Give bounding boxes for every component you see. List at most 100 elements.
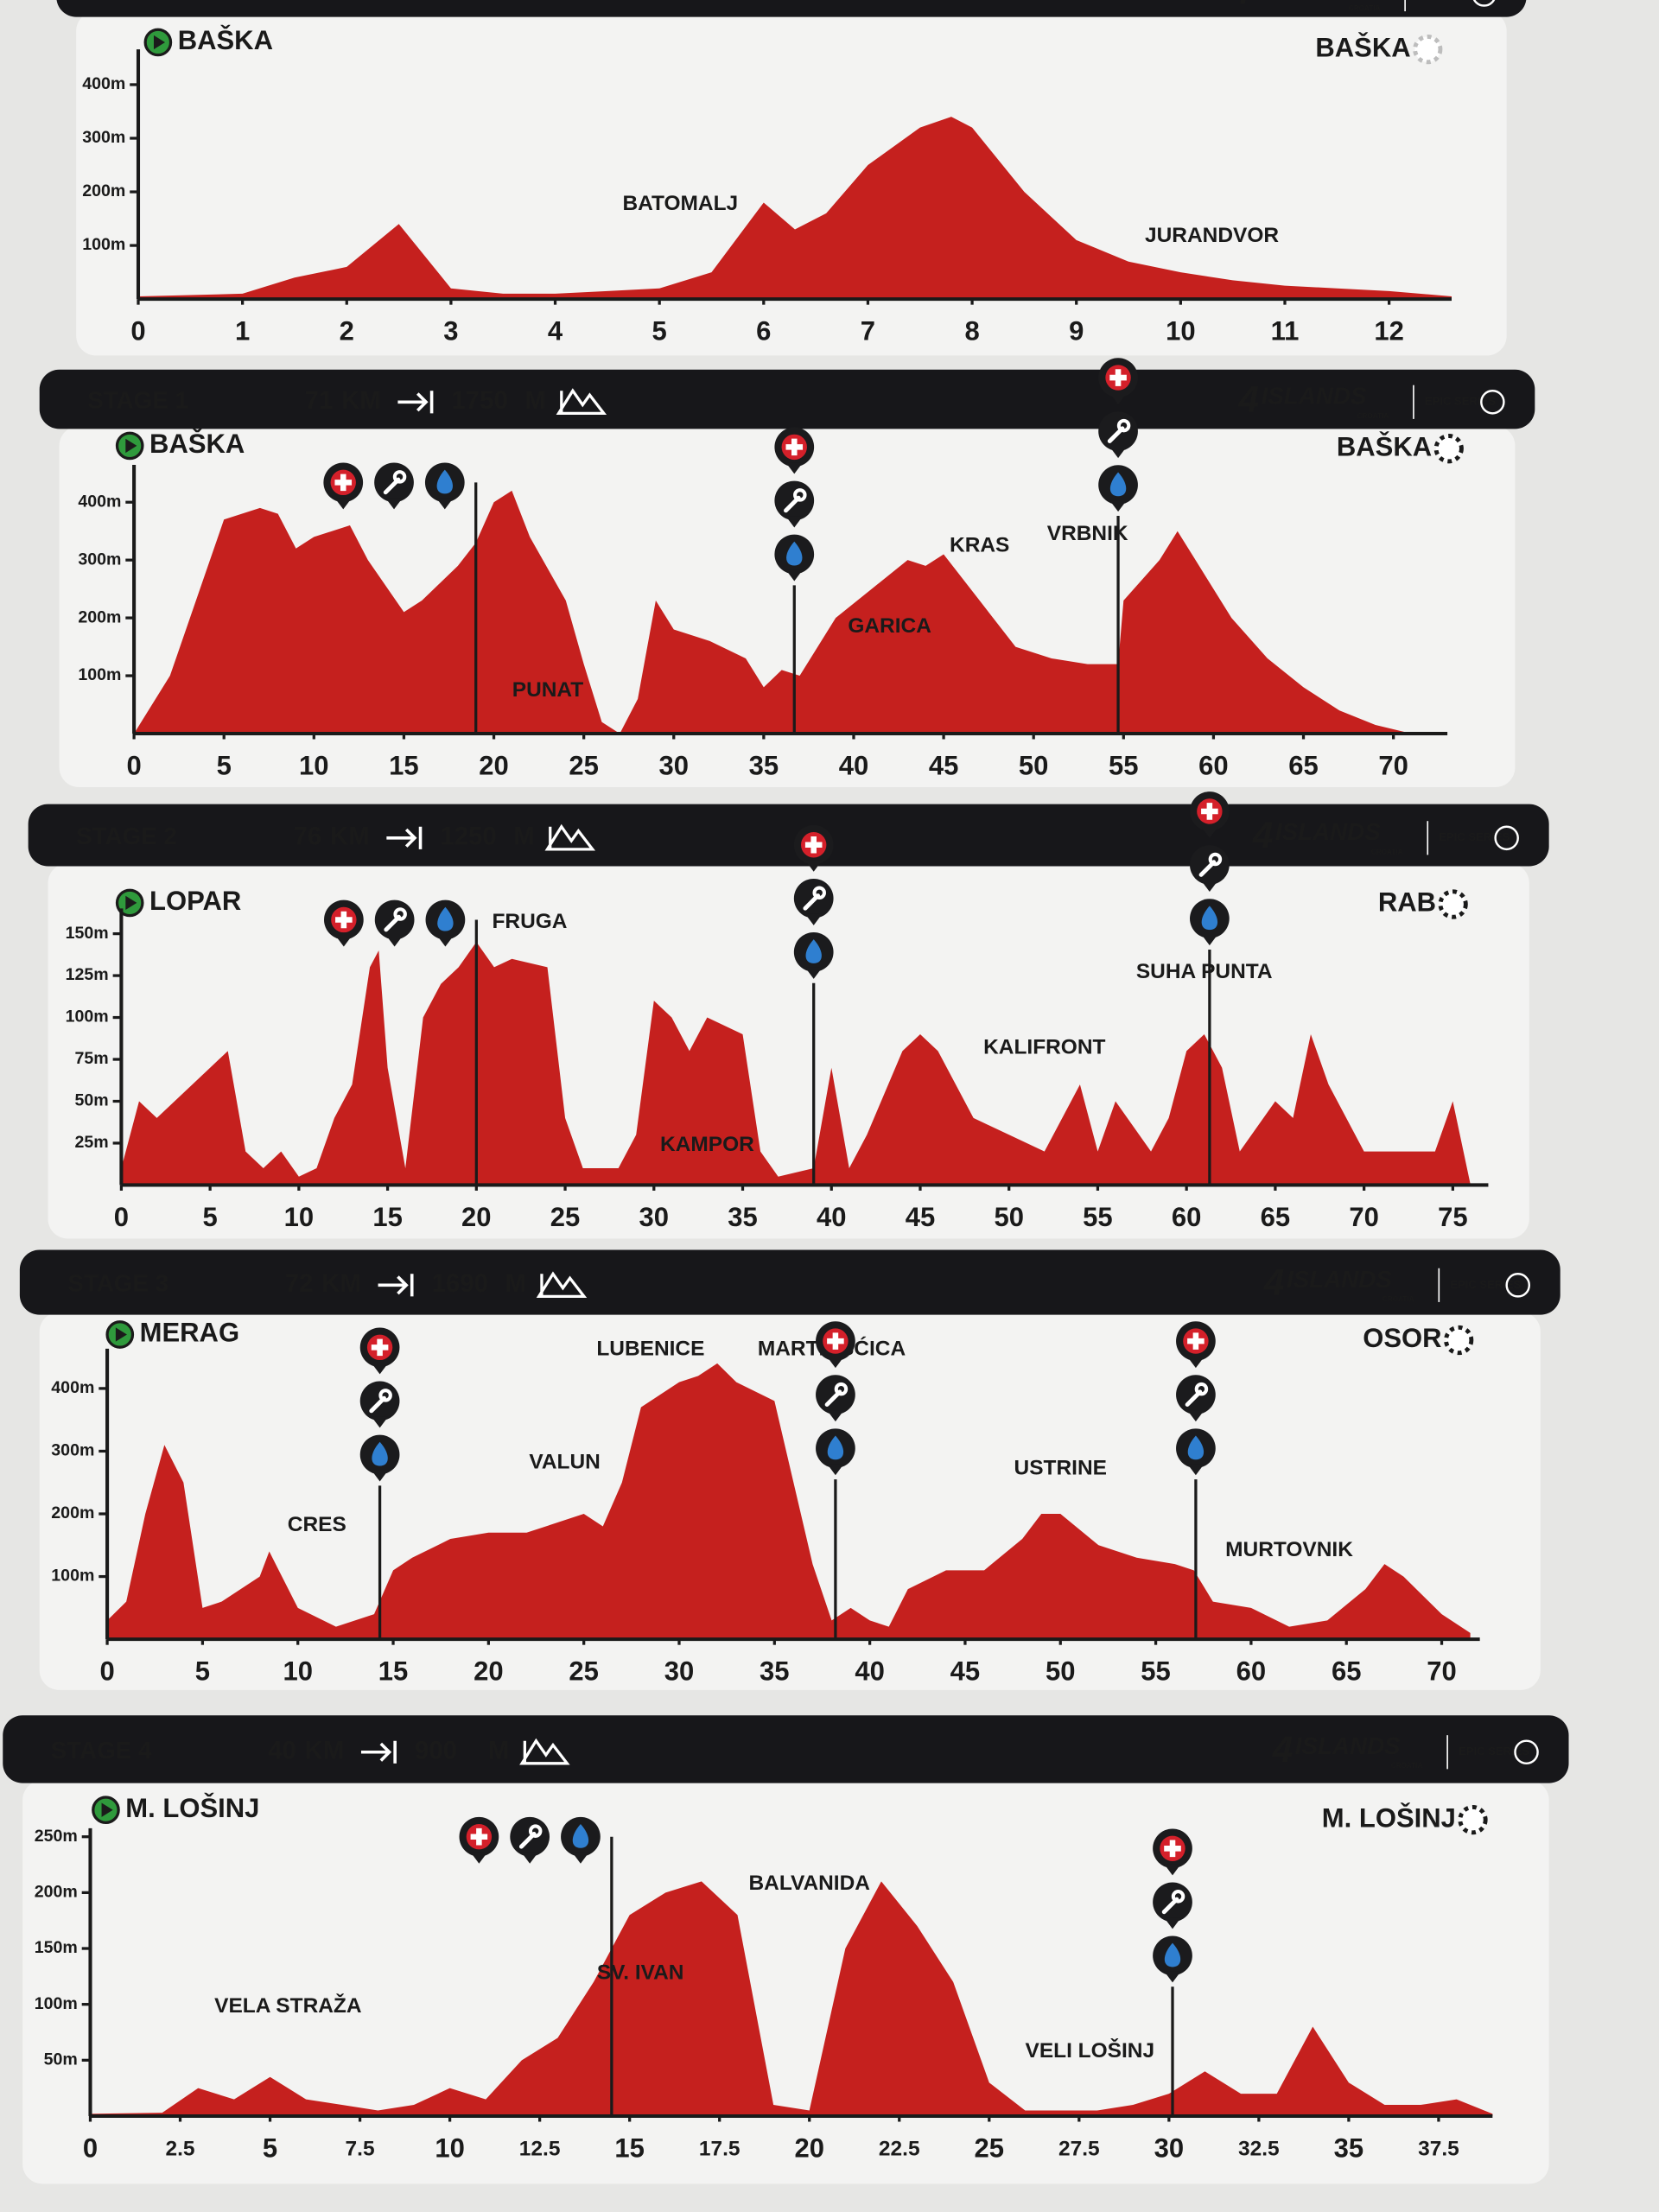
distance-unit: KM <box>341 386 381 415</box>
distance-icon <box>360 1740 397 1764</box>
header-band <box>28 804 1549 867</box>
x-tick-label: 7 <box>861 315 875 346</box>
wrench-head <box>793 488 807 502</box>
series-name: EPIC SERIES <box>1450 1278 1521 1291</box>
x-tick-label: 8 <box>964 315 979 346</box>
logo-4: 4 <box>1230 0 1251 12</box>
x-tick-label: 25 <box>550 1202 581 1232</box>
x-tick-label: 0 <box>99 1656 114 1687</box>
finish-flag <box>1413 35 1443 65</box>
finish-label: RAB <box>1378 887 1436 918</box>
brand-sub: CROATIA <box>1349 4 1381 12</box>
x-tick-label: 5 <box>217 750 232 780</box>
x-tick-label: 17.5 <box>699 2138 741 2161</box>
climb-icon <box>544 823 596 851</box>
stage-title: STAGE 3 <box>67 1270 168 1297</box>
place-label: BALVANIDA <box>748 1872 870 1895</box>
distance: 72 <box>285 1269 314 1298</box>
wrench-head <box>1208 852 1223 867</box>
x-tick-label: 20 <box>474 1656 504 1687</box>
place-label: BATOMALJ <box>622 192 738 215</box>
x-tick-label: 75 <box>1438 1202 1468 1232</box>
distance-unit: KM <box>330 823 370 851</box>
water <box>372 1441 388 1466</box>
y-tick-label: 200m <box>82 181 125 200</box>
x-tick-label: 65 <box>1332 1656 1362 1687</box>
place-label: VELI LOŠINJ <box>1026 2038 1155 2063</box>
x-tick-label: 45 <box>906 1202 935 1232</box>
y-tick-label: 100m <box>35 1994 78 2013</box>
panel <box>76 11 1507 356</box>
cross <box>371 1338 389 1357</box>
place-label: KALIFRONT <box>983 1035 1105 1058</box>
x-tick-label: 55 <box>1141 1656 1171 1687</box>
place-label: MURTOVNIK <box>1225 1538 1353 1561</box>
distance-icon <box>378 1274 414 1297</box>
brand: ISLANDS <box>1262 383 1367 410</box>
start-label: M. LOŠINJ <box>125 1792 259 1823</box>
cross <box>335 911 353 929</box>
water <box>827 1435 844 1460</box>
aid-pin <box>385 498 403 510</box>
x-tick-label: 35 <box>749 750 779 780</box>
series-name: EPIC SERIES <box>1425 395 1496 408</box>
stage-title: STAGE 2 <box>76 823 177 849</box>
x-tick-label: 15 <box>378 1656 409 1687</box>
wrench-head <box>834 1382 849 1396</box>
x-tick-label: 27.5 <box>1058 2138 1100 2161</box>
aid-pin <box>385 935 404 947</box>
finish-flag <box>1458 1804 1488 1835</box>
climb: 1750 <box>451 386 507 415</box>
climb-icon <box>519 1738 570 1765</box>
series-name: EPIC SERIES <box>1459 1745 1529 1758</box>
aid-pin <box>1201 934 1218 946</box>
aid-pin <box>521 1852 538 1864</box>
place-label: USTRINE <box>1014 1457 1107 1480</box>
x-tick-label: 20 <box>461 1202 492 1232</box>
series-icon <box>1514 1739 1539 1765</box>
cross <box>1201 803 1218 820</box>
distance: 71 <box>305 386 334 415</box>
wrench-head <box>1116 418 1131 433</box>
x-tick-label: 11 <box>1271 315 1300 346</box>
x-tick-label: 40 <box>839 750 868 780</box>
brand-sub: CROATIA <box>1382 1295 1414 1303</box>
start-label: MERAG <box>140 1318 239 1348</box>
cross <box>1187 1332 1205 1350</box>
place-label: PUNAT <box>512 678 584 702</box>
aid-pin <box>827 1464 844 1476</box>
start-play <box>153 35 166 50</box>
x-tick-label: 0 <box>83 2133 98 2163</box>
brand: ISLANDS <box>1253 0 1358 2</box>
start-label: BAŠKA <box>178 24 273 55</box>
logo-4: 4 <box>1263 1262 1285 1303</box>
x-tick-label: 60 <box>1198 750 1229 780</box>
elevation-area <box>134 490 1412 734</box>
aid-pin <box>1109 500 1127 512</box>
elevation-area <box>107 1363 1471 1640</box>
x-tick-label: 70 <box>1378 750 1408 780</box>
x-tick-label: 9 <box>1069 315 1084 346</box>
brand: ISLANDS <box>1275 818 1381 845</box>
start-play <box>115 1327 127 1342</box>
x-tick-label: 40 <box>855 1656 884 1687</box>
series-icon <box>1480 390 1505 415</box>
x-tick-label: 70 <box>1349 1202 1378 1232</box>
aid-pin <box>785 569 804 582</box>
x-tick-label: 50 <box>1019 750 1049 780</box>
x-tick-label: 5 <box>203 1202 218 1232</box>
x-tick-label: 1 <box>235 315 250 346</box>
water <box>437 906 454 931</box>
finish-flag <box>1444 1325 1474 1356</box>
x-tick-label: 35 <box>728 1202 757 1232</box>
y-tick-label: 200m <box>35 1883 78 1902</box>
place-label: SUHA PUNTA <box>1136 960 1273 983</box>
climb-unit: M <box>505 1269 525 1298</box>
x-tick-label: 70 <box>1427 1656 1457 1687</box>
x-tick-label: 30 <box>1154 2133 1185 2163</box>
aid-pin <box>371 1470 389 1482</box>
distance-unit: KM <box>305 1737 345 1765</box>
header-band <box>56 0 1527 17</box>
series-name: EPIC SERIES <box>1439 830 1510 843</box>
aid-pin <box>371 1363 389 1375</box>
